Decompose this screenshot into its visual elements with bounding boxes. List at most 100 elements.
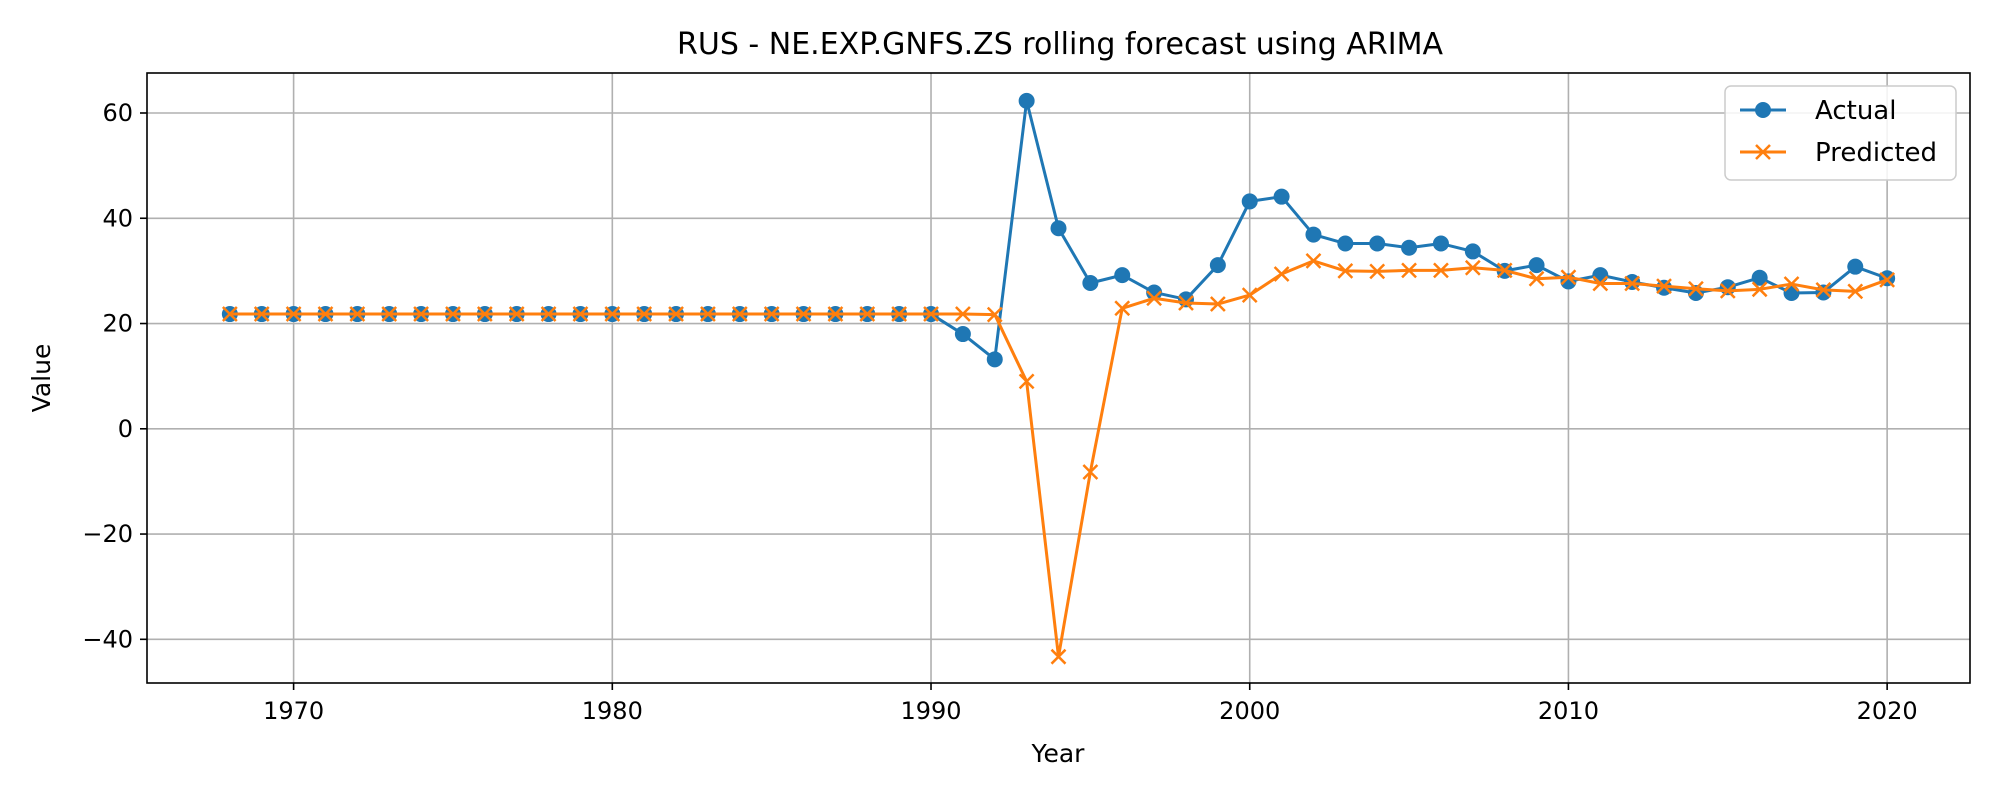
- point-actual: [1146, 284, 1163, 301]
- point-predicted: [1528, 270, 1545, 287]
- point-predicted: [1018, 373, 1035, 390]
- legend: Actual Predicted: [1724, 85, 1957, 181]
- plot-frame: [146, 72, 1971, 684]
- point-predicted: [317, 306, 334, 322]
- point-actual: [986, 351, 1003, 368]
- point-predicted: [1879, 271, 1896, 288]
- point-actual: [1592, 267, 1609, 284]
- legend-predicted-label: Predicted: [1815, 138, 1937, 168]
- point-predicted: [1592, 275, 1609, 292]
- point-predicted: [1178, 295, 1194, 311]
- point-predicted: [1273, 266, 1290, 282]
- point-predicted: [1656, 278, 1672, 295]
- point-actual: [1114, 267, 1131, 284]
- point-actual: [1464, 243, 1481, 260]
- point-predicted: [1050, 648, 1067, 665]
- point-predicted: [445, 306, 461, 322]
- point-predicted: [1496, 262, 1513, 279]
- y-tick-label: 0: [118, 415, 133, 443]
- point-predicted: [508, 306, 525, 322]
- point-actual: [1815, 284, 1832, 301]
- point-predicted: [986, 306, 1003, 323]
- point-predicted: [221, 306, 238, 322]
- y-tick-label: 20: [102, 310, 133, 338]
- point-predicted: [413, 306, 429, 322]
- point-predicted: [1369, 263, 1386, 280]
- legend-actual-label: Actual: [1815, 96, 1896, 126]
- point-predicted: [253, 306, 270, 322]
- point-predicted: [1464, 259, 1481, 276]
- point-predicted: [285, 306, 302, 322]
- point-predicted: [859, 306, 876, 322]
- legend-predicted-marker: [1755, 144, 1771, 160]
- point-predicted: [1209, 296, 1226, 312]
- plot-area: [221, 92, 1896, 665]
- point-predicted: [381, 306, 398, 322]
- y-tick-label: 60: [102, 99, 133, 127]
- point-actual: [1177, 291, 1194, 308]
- point-actual: [1528, 257, 1545, 274]
- point-predicted: [955, 306, 971, 322]
- point-predicted: [1560, 269, 1577, 286]
- point-predicted: [604, 306, 621, 322]
- point-predicted: [476, 306, 493, 322]
- point-predicted: [827, 306, 844, 322]
- series-predicted: [221, 253, 1896, 665]
- point-predicted: [1815, 281, 1832, 298]
- point-actual: [1305, 226, 1322, 243]
- point-predicted: [1751, 281, 1768, 298]
- point-predicted: [1401, 262, 1417, 279]
- point-predicted: [700, 306, 716, 322]
- x-tick-label: 1980: [582, 697, 643, 725]
- point-predicted: [891, 306, 908, 322]
- y-tick-label: −20: [82, 520, 133, 548]
- point-predicted: [1433, 262, 1449, 279]
- point-actual: [1018, 92, 1035, 109]
- point-actual: [1719, 279, 1736, 296]
- point-predicted: [1688, 280, 1704, 297]
- point-actual: [1401, 239, 1418, 256]
- point-predicted: [795, 306, 812, 322]
- point-predicted: [1241, 287, 1258, 303]
- point-actual: [1847, 258, 1864, 275]
- point-actual: [1337, 235, 1354, 252]
- x-tick-label: 2010: [1538, 697, 1599, 725]
- point-predicted: [731, 306, 748, 322]
- point-predicted: [668, 306, 684, 322]
- x-tick-label: 2020: [1857, 697, 1918, 725]
- point-predicted: [636, 306, 653, 322]
- legend-actual-marker: [1755, 102, 1771, 118]
- point-actual: [1241, 193, 1258, 210]
- axes: 1970 1980 1990 2000 2010 2020 −40 −20 0 20 40 60: [82, 99, 1917, 725]
- point-actual: [1751, 269, 1768, 286]
- point-actual: [1273, 188, 1290, 205]
- point-predicted: [1082, 464, 1099, 480]
- x-tick-label: 2000: [1219, 697, 1280, 725]
- point-predicted: [349, 306, 366, 322]
- point-actual: [1050, 220, 1067, 237]
- point-predicted: [1114, 300, 1131, 317]
- point-actual: [1369, 235, 1386, 252]
- point-predicted: [572, 306, 589, 322]
- y-tick-label: 40: [102, 204, 133, 232]
- point-predicted: [1305, 253, 1322, 269]
- y-axis-label: Value: [27, 344, 56, 413]
- point-predicted: [1719, 283, 1736, 299]
- chart-title: RUS - NE.EXP.GNFS.ZS rolling forecast us…: [677, 27, 1443, 62]
- point-actual: [1082, 275, 1099, 291]
- point-predicted: [1337, 263, 1354, 279]
- point-actual: [1432, 235, 1449, 252]
- point-predicted: [1146, 290, 1162, 307]
- point-actual: [1209, 257, 1226, 274]
- x-axis-label: Year: [1031, 739, 1086, 768]
- y-tick-label: −40: [82, 625, 133, 653]
- point-predicted: [923, 306, 939, 322]
- point-actual: [954, 326, 971, 343]
- point-predicted: [763, 306, 780, 322]
- point-predicted: [540, 306, 557, 322]
- x-tick-label: 1970: [263, 697, 324, 725]
- point-predicted: [1783, 276, 1800, 292]
- x-tick-label: 1990: [900, 697, 961, 725]
- point-predicted: [1847, 283, 1864, 300]
